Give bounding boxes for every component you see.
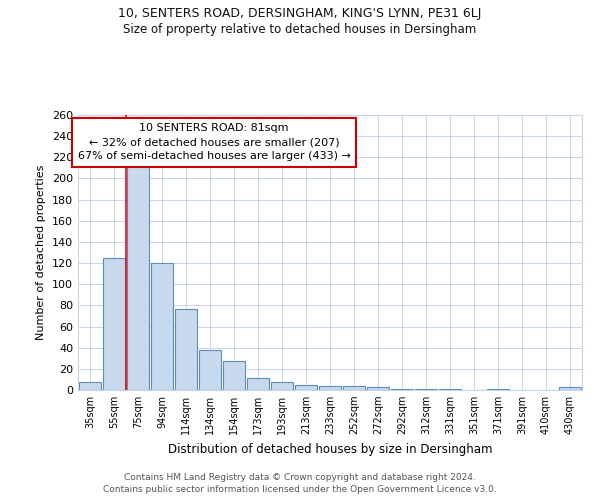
Bar xyxy=(559,387,581,390)
Text: 10 SENTERS ROAD: 81sqm
← 32% of detached houses are smaller (207)
67% of semi-de: 10 SENTERS ROAD: 81sqm ← 32% of detached… xyxy=(77,123,350,161)
Bar xyxy=(319,386,341,390)
Text: Contains HM Land Registry data © Crown copyright and database right 2024.: Contains HM Land Registry data © Crown c… xyxy=(124,472,476,482)
Bar xyxy=(367,387,389,390)
Bar xyxy=(79,382,101,390)
Text: Contains public sector information licensed under the Open Government Licence v3: Contains public sector information licen… xyxy=(103,485,497,494)
Text: 10, SENTERS ROAD, DERSINGHAM, KING'S LYNN, PE31 6LJ: 10, SENTERS ROAD, DERSINGHAM, KING'S LYN… xyxy=(118,8,482,20)
Bar xyxy=(127,160,149,390)
Bar xyxy=(271,382,293,390)
Bar xyxy=(295,384,317,390)
Text: Size of property relative to detached houses in Dersingham: Size of property relative to detached ho… xyxy=(124,22,476,36)
Bar xyxy=(487,389,509,390)
Bar xyxy=(247,378,269,390)
Bar xyxy=(103,258,125,390)
Bar xyxy=(415,389,437,390)
X-axis label: Distribution of detached houses by size in Dersingham: Distribution of detached houses by size … xyxy=(168,442,492,456)
Bar xyxy=(175,308,197,390)
Y-axis label: Number of detached properties: Number of detached properties xyxy=(37,165,46,340)
Bar xyxy=(199,350,221,390)
Bar xyxy=(223,362,245,390)
Bar xyxy=(439,389,461,390)
Bar xyxy=(151,263,173,390)
Bar xyxy=(343,386,365,390)
Bar xyxy=(391,389,413,390)
